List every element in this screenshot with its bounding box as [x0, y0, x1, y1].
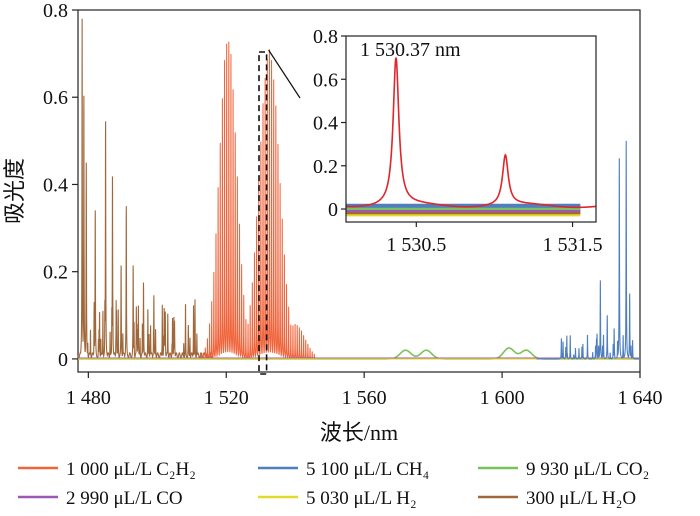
- x-tick-label: 1 520: [204, 387, 249, 409]
- legend-label-co: 2 990 μL/L CO: [66, 488, 183, 509]
- y-tick-label: 0.6: [43, 87, 68, 109]
- inset-y-tick-label: 0: [328, 199, 338, 221]
- y-tick-label: 0.4: [43, 174, 68, 196]
- legend-label-h2o: 300 μL/L H₂O: [526, 488, 636, 509]
- legend-item-h2: 5 030 μL/L H₂: [258, 488, 417, 509]
- legend-label-co2: 9 930 μL/L CO₂: [526, 459, 649, 480]
- legend-item-co: 2 990 μL/L CO: [18, 488, 183, 509]
- y-tick-label: 0.2: [43, 262, 68, 284]
- legend-item-h2o: 300 μL/L H₂O: [478, 488, 636, 509]
- inset-series-group: [345, 57, 597, 217]
- series-inset-c2h2: [345, 57, 597, 209]
- inset-plot: 1 530.5 1 531.5 0 0.2 0.4 0.6 0.8 1 530.37 nm: [313, 26, 603, 256]
- y-axis-label: 吸光度: [2, 158, 27, 224]
- inset-peak-annotation: 1 530.37 nm: [360, 39, 461, 61]
- zoom-window-box: [258, 51, 268, 375]
- x-axis-ticks: 1 480 1 520 1 560 1 600 1 640: [66, 372, 663, 409]
- inset-background: [346, 36, 596, 222]
- inset-y-tick-label: 0.2: [313, 156, 338, 178]
- inset-y-ticks: 0 0.2 0.4 0.6 0.8: [313, 26, 346, 221]
- legend-item-co2: 9 930 μL/L CO₂: [478, 459, 649, 480]
- legend-label-ch4: 5 100 μL/L CH₄: [306, 459, 429, 480]
- inset-x-tick-label: 1 530.5: [386, 234, 446, 256]
- legend-label-c2h2: 1 000 μL/L C₂H₂: [66, 459, 196, 480]
- zoom-connector-line: [268, 49, 301, 99]
- main-series-group: [77, 18, 640, 360]
- main-plot: 1 480 1 520 1 560 1 600 1 640 0 0.2 0.4 0.6 0.8: [43, 0, 663, 409]
- y-tick-label: 0: [58, 349, 68, 371]
- legend-item-c2h2: 1 000 μL/L C₂H₂: [18, 459, 196, 480]
- x-axis-label: 波长/nm: [320, 420, 398, 445]
- inset-y-tick-label: 0.4: [313, 113, 338, 135]
- legend-item-ch4: 5 100 μL/L CH₄: [258, 459, 429, 480]
- series-line-ch4: [536, 140, 640, 360]
- legend-label-h2: 5 030 μL/L H₂: [306, 488, 417, 509]
- inset-y-tick-label: 0.6: [313, 69, 338, 91]
- inset-x-ticks: 1 530.5 1 531.5: [386, 222, 603, 256]
- series-line-c2h2: [188, 41, 320, 360]
- inset-x-tick-label: 1 531.5: [543, 234, 603, 256]
- x-tick-label: 1 600: [480, 387, 525, 409]
- x-tick-label: 1 560: [342, 387, 387, 409]
- x-tick-label: 1 640: [618, 387, 663, 409]
- x-tick-label: 1 480: [66, 387, 111, 409]
- y-axis-ticks: 0 0.2 0.4 0.6 0.8: [43, 0, 78, 371]
- legend: 1 000 μL/L C₂H₂ 5 100 μL/L CH₄ 9 930 μL/L …: [18, 459, 649, 509]
- y-tick-label: 0.8: [43, 0, 68, 22]
- inset-plot-frame: [345, 35, 597, 223]
- inset-y-tick-label: 0.8: [313, 26, 338, 48]
- main-plot-frame: [77, 9, 641, 373]
